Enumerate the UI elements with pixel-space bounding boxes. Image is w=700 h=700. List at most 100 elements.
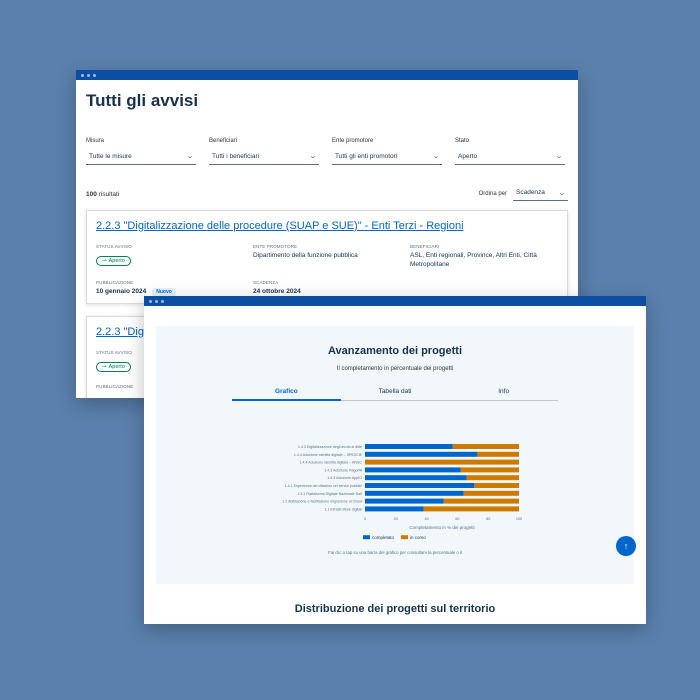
chart-hint: Fai clic o tap su una barra del grafico … — [328, 550, 462, 555]
x-tick-label: 60 — [455, 517, 459, 521]
stato-select[interactable]: Aperto ⌄ — [455, 150, 565, 165]
x-tick-label: 20 — [394, 517, 398, 521]
x-axis-label: Completamento in % dei progetti — [409, 525, 474, 530]
category-label: 1.4.1 Esperienza del cittadino nei servi… — [285, 484, 363, 488]
results-row: 100 risultati Ordina per Scadenza ⌄ — [86, 187, 568, 201]
filter-beneficiari: Beneficiari Tutti i beneficiari ⌄ — [209, 138, 319, 165]
bar-completato[interactable] — [365, 483, 475, 488]
filter-ente: Ente promotore Tutti gli enti promotori … — [332, 138, 442, 165]
filter-misura: Misura Tutte le misure ⌄ — [86, 138, 196, 165]
ente-field: Ente promotore Dipartimento della funzio… — [253, 244, 358, 259]
legend-label: completato — [372, 535, 395, 540]
window-dot — [149, 299, 152, 303]
sort-control: Ordina per Scadenza ⌄ — [479, 187, 568, 201]
status-badge: ⊸ Aperto — [96, 256, 131, 266]
select-value: Aperto — [458, 152, 478, 160]
chevron-down-icon: ⌄ — [308, 153, 318, 160]
new-badge: Nuovo — [152, 288, 176, 296]
window-titlebar — [144, 296, 646, 306]
avviso-card: 2.2.3 "Digitalizzazione delle procedure … — [86, 210, 568, 304]
bar-in-corso[interactable] — [463, 490, 519, 496]
ente-select[interactable]: Tutti gli enti promotori ⌄ — [332, 150, 442, 165]
beneficiari-select[interactable]: Tutti i beneficiari ⌄ — [209, 150, 319, 165]
pubblicazione-field: Pubblicazione 10 gennaio 2024 Nuovo — [96, 280, 253, 297]
window-dot — [161, 299, 164, 303]
bar-completato[interactable] — [365, 451, 478, 457]
bar-in-corso[interactable] — [423, 506, 519, 512]
tab-grafico[interactable]: Grafico — [232, 388, 341, 401]
chevron-down-icon: ⌄ — [554, 153, 564, 160]
bar-in-corso[interactable] — [477, 451, 519, 457]
bar-in-corso[interactable] — [460, 467, 519, 473]
tab-info[interactable]: Info — [498, 388, 510, 395]
category-label: 1.2 Abilitazione e facilitazione migrazi… — [282, 500, 362, 504]
chart-subtitle: Il completamento in percentuale dei prog… — [336, 366, 454, 372]
legend-swatch — [401, 535, 408, 540]
sort-select[interactable]: Scadenza ⌄ — [513, 187, 568, 201]
x-tick-label: 0 — [364, 517, 366, 521]
bar-in-corso[interactable] — [452, 444, 519, 449]
arrow-up-icon: ↑ — [623, 541, 629, 551]
bar-in-corso[interactable] — [466, 475, 519, 481]
bar-completato[interactable] — [365, 490, 464, 496]
x-tick-label: 80 — [486, 517, 490, 521]
window-dot — [155, 299, 158, 303]
page-title: Tutti gli avvisi — [86, 91, 199, 110]
unlock-icon: ⊸ — [102, 258, 107, 264]
beneficiari-field: Beneficiari ASL, Enti regionali, Provinc… — [410, 244, 537, 268]
legend-label: in corso — [410, 535, 426, 540]
filter-stato: Stato Aperto ⌄ — [455, 138, 565, 165]
select-value: Scadenza — [516, 189, 545, 196]
category-label: 1.4.3 Adozione AppIO — [327, 476, 362, 480]
results-count: 100 risultati — [86, 190, 120, 198]
chevron-down-icon: ⌄ — [431, 153, 441, 160]
bar-in-corso[interactable] — [474, 483, 519, 488]
bar-in-corso[interactable] — [443, 498, 519, 504]
x-tick-label: 40 — [424, 517, 428, 521]
chart-title: Avanzamento dei progetti — [327, 345, 463, 357]
category-label: 1.1 Infrastrutture digitali — [324, 507, 362, 511]
avviso-title-link[interactable]: 2.2.3 "Digitalizzazione delle procedure … — [96, 220, 464, 232]
category-label: 1.3.1 Piattaforma Digitale Nazionale Dat… — [297, 492, 362, 496]
chart-tabs: Grafico Tabella dati Info — [232, 388, 558, 401]
avviso-title-link[interactable]: 2.2.3 "Dig — [96, 326, 144, 338]
chevron-down-icon: ⌄ — [185, 153, 195, 160]
filters-row: Misura Tutte le misure ⌄ Beneficiari Tut… — [86, 138, 568, 165]
select-value: Tutti gli enti promotori — [335, 152, 398, 160]
progetti-window: Avanzamento dei progetti Il completament… — [144, 296, 646, 624]
status-field: Status avviso ⊸ Aperto — [96, 244, 132, 266]
category-label: 1.4.4 Adozione identità digitale – ANSC — [299, 461, 362, 465]
back-to-top-button[interactable]: ↑ — [616, 536, 636, 556]
filter-label: Misura — [86, 138, 105, 144]
legend-swatch — [363, 535, 370, 540]
status-badge: ⊸ Aperto — [96, 362, 131, 372]
scadenza-field: Scadenza 24 ottobre 2024 — [253, 280, 301, 295]
category-label: 1.4.3 Adozione PagoPA — [324, 468, 362, 472]
pubblicazione-label: Pubblicazione — [96, 384, 134, 389]
tab-tabella-dati[interactable]: Tabella dati — [378, 388, 412, 395]
window-titlebar — [76, 70, 578, 80]
x-tick-label: 100 — [516, 517, 522, 521]
bar-completato[interactable] — [365, 444, 453, 449]
status-field: Status avviso ⊸ Aperto — [96, 350, 132, 372]
select-value: Tutte le misure — [89, 152, 132, 160]
misura-select[interactable]: Tutte le misure ⌄ — [86, 150, 196, 165]
category-label: 1.4.4 Adozione identità digitale – SPID/… — [294, 453, 363, 457]
select-value: Tutti i beneficiari — [212, 152, 260, 160]
bar-completato[interactable] — [365, 475, 467, 481]
bar-completato[interactable] — [365, 498, 444, 504]
filter-label: Stato — [455, 138, 470, 144]
chart-panel: Avanzamento dei progetti Il completament… — [156, 326, 634, 584]
bar-completato[interactable] — [365, 506, 424, 512]
category-label: 1.4.3 Digitalizzazione degli avvisi ai d… — [298, 445, 362, 449]
chevron-down-icon: ⌄ — [557, 190, 567, 197]
section-title: Distribuzione dei progetti sul territori… — [294, 603, 496, 615]
bar-completato[interactable] — [365, 467, 461, 473]
unlock-icon: ⊸ — [102, 364, 107, 370]
window-dot — [87, 73, 90, 77]
filter-label: Beneficiari — [209, 138, 238, 144]
window-dot — [81, 73, 84, 77]
window-dot — [93, 73, 96, 77]
bar-in-corso[interactable] — [365, 459, 519, 465]
sort-label: Ordina per — [478, 191, 507, 197]
